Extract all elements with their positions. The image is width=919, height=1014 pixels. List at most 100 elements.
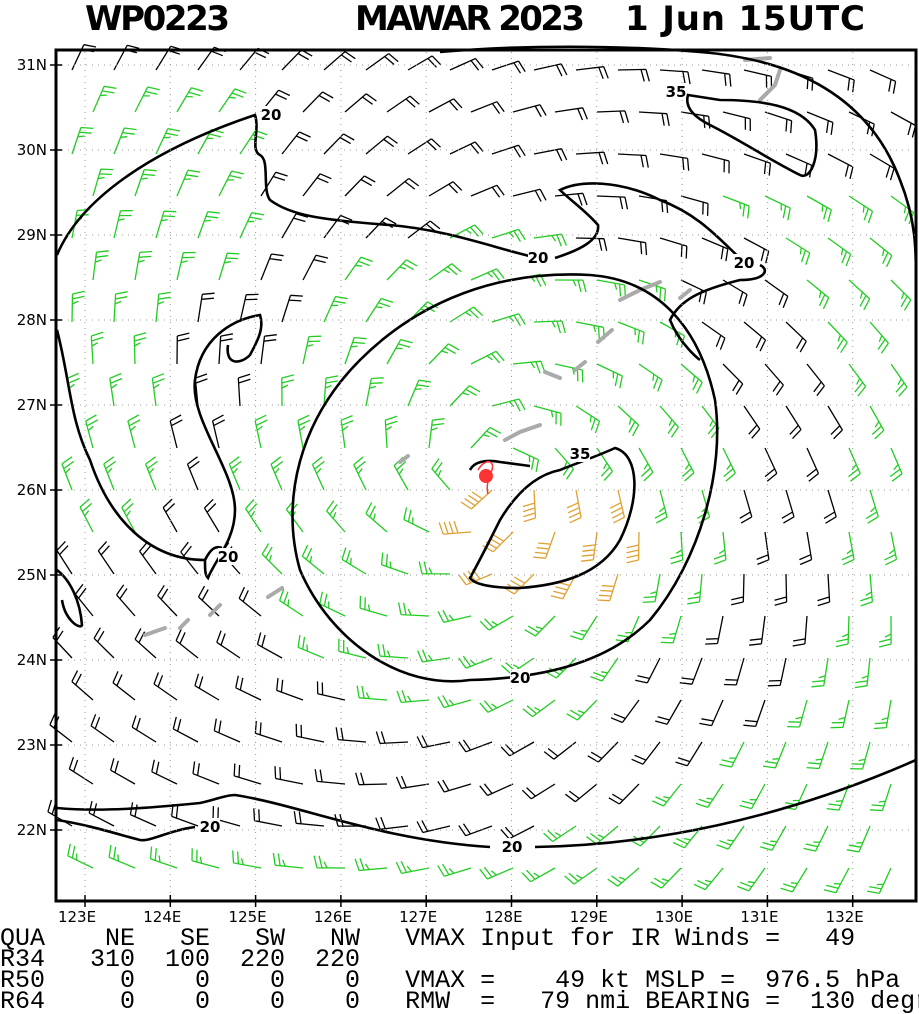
wind-barb — [749, 615, 766, 646]
wind-barb — [297, 414, 311, 449]
wind-barb — [335, 727, 367, 743]
wind-barb — [323, 51, 356, 71]
wind-barb — [783, 783, 808, 811]
lat-label: 27N — [17, 396, 47, 414]
wind-barb — [785, 405, 802, 440]
wind-barb — [626, 531, 640, 564]
wind-barb — [827, 405, 843, 440]
wind-barb — [437, 695, 472, 709]
wind-barb — [617, 153, 649, 168]
wind-barb — [491, 144, 526, 158]
contour-label: 20 — [218, 548, 239, 566]
wind-barb — [609, 489, 626, 524]
isotach — [468, 446, 636, 590]
lat-label: 25N — [17, 566, 47, 584]
wind-barb — [716, 825, 745, 850]
wind-barb — [365, 53, 399, 71]
wind-barb — [245, 499, 262, 533]
wind-barb — [61, 456, 75, 491]
lon-label: 128E — [484, 908, 522, 926]
wind-barb — [134, 250, 153, 281]
wind-barb — [407, 55, 442, 71]
wind-barb — [68, 756, 94, 785]
wind-barb — [501, 657, 535, 675]
wind-barb — [261, 543, 283, 575]
wind-barb — [113, 209, 133, 239]
wind-barb — [281, 294, 303, 323]
contour-label: 20 — [734, 254, 755, 272]
wind-barb — [737, 867, 766, 892]
wind-barb — [564, 867, 598, 885]
wind-barb — [731, 573, 745, 606]
wind-barb — [533, 405, 562, 426]
wind-barb — [232, 850, 262, 869]
contour-label-bg — [528, 249, 548, 266]
wind-barb — [449, 385, 481, 407]
contour-label-bg — [734, 254, 754, 271]
wind-barb — [395, 775, 430, 789]
wind-barb — [743, 237, 770, 264]
wind-barb — [799, 531, 813, 566]
wind-barb — [155, 127, 181, 155]
wind-barb — [806, 741, 829, 770]
wind-barb — [151, 373, 165, 407]
wind-barb — [365, 297, 394, 323]
contour-label: 35 — [570, 445, 591, 463]
wind-barb — [759, 825, 787, 851]
wind-barb — [92, 85, 117, 113]
wind-barb — [848, 447, 861, 482]
wind-barb — [218, 170, 244, 197]
wind-barb — [524, 615, 556, 637]
footer-line: QUA NE SE SW NW VMAX Input for IR Winds … — [0, 924, 855, 953]
wind-barb — [827, 237, 852, 267]
wind-barb — [848, 195, 874, 224]
wind-barb — [191, 848, 220, 869]
wind-barb — [470, 184, 505, 198]
wind-barb — [386, 177, 420, 197]
wind-barb — [575, 237, 608, 251]
wind-barb — [884, 531, 898, 566]
wind-barb — [543, 825, 577, 843]
wind-barb — [281, 49, 313, 71]
wind-barb — [180, 541, 199, 575]
wind-barb — [270, 456, 284, 491]
wind-barb — [403, 507, 430, 533]
wind-barb — [631, 741, 661, 765]
wind-barb — [869, 153, 895, 181]
wind-barb — [479, 783, 514, 797]
wind-barb — [860, 573, 874, 607]
wind-barb — [49, 713, 73, 743]
wind-barb — [500, 825, 535, 840]
contour-label: 20 — [502, 838, 523, 856]
wind-barb — [482, 531, 514, 553]
wind-barb — [889, 447, 903, 482]
wind-barb — [153, 672, 178, 701]
wind-barb — [723, 657, 745, 686]
wind-barb — [869, 783, 892, 812]
wind-barb — [722, 363, 744, 395]
wind-barb — [764, 447, 778, 482]
wind-barb — [869, 237, 893, 268]
wind-barb — [176, 87, 204, 113]
wind-barb — [395, 860, 430, 875]
wind-barb — [109, 372, 123, 407]
contour-label: 20 — [200, 818, 221, 836]
wind-barb — [638, 447, 654, 482]
wind-barb — [428, 343, 460, 365]
contour-label: 20 — [261, 106, 282, 124]
wind-barb — [238, 586, 262, 617]
wind-barb — [635, 657, 661, 684]
wind-barb — [192, 761, 220, 785]
wind-barb — [554, 447, 575, 480]
wind-barb — [566, 489, 582, 524]
wind-barb — [460, 489, 493, 510]
wind-barb — [272, 852, 304, 869]
wind-barb — [281, 374, 294, 407]
wind-barb — [470, 268, 505, 281]
wind-barb — [407, 138, 441, 155]
coast — [143, 586, 284, 637]
wind-barb — [470, 426, 502, 449]
wind-barb — [780, 867, 808, 893]
wind-barb — [512, 188, 547, 202]
wind-barb — [596, 447, 613, 481]
